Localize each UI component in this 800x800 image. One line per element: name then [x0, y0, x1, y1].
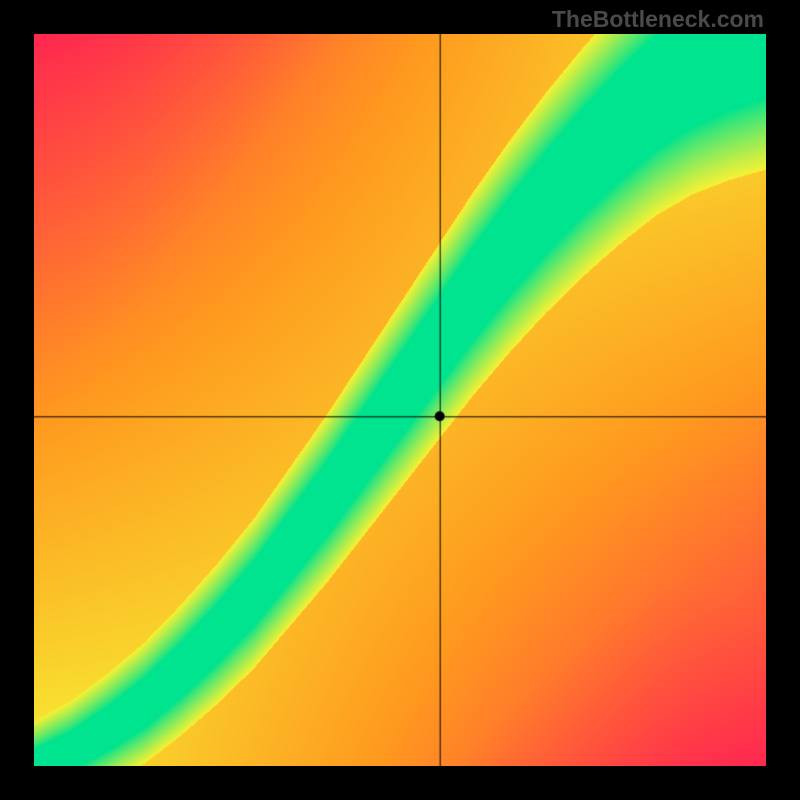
heatmap-canvas — [34, 34, 766, 766]
chart-container: TheBottleneck.com — [0, 0, 800, 800]
heatmap-plot — [34, 34, 766, 766]
watermark-text: TheBottleneck.com — [552, 6, 764, 33]
